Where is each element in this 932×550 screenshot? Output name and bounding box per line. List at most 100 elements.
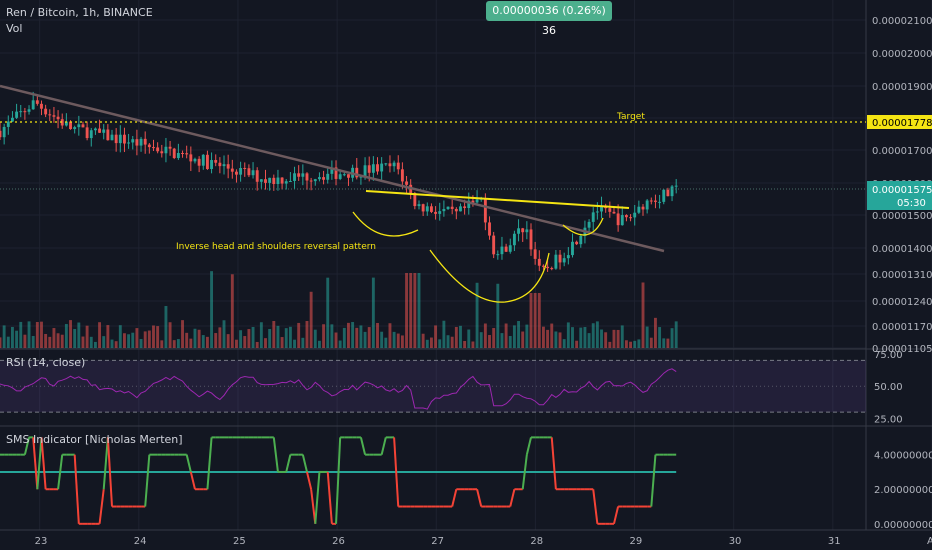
candle-body <box>342 174 346 176</box>
candle-body <box>102 129 106 133</box>
volume-bar <box>44 333 48 348</box>
candle-body <box>309 180 313 182</box>
time-tick-label: 28 <box>530 536 543 547</box>
volume-bar <box>60 334 64 348</box>
candle-body <box>322 177 326 180</box>
volume-bar <box>123 333 126 348</box>
volume-bar <box>658 327 662 348</box>
candle-body <box>388 163 392 167</box>
volume-bar <box>355 327 359 348</box>
rsi-indicator-title[interactable]: RSI (14, close) <box>6 356 86 369</box>
sms-segment <box>36 437 43 490</box>
volume-bar <box>334 332 338 348</box>
candle-body <box>313 179 317 182</box>
candle-body <box>612 211 616 214</box>
price-tick-label: 0.00001700 <box>872 146 932 157</box>
candle-body <box>600 205 603 212</box>
candle-body <box>483 198 487 223</box>
volume-bar <box>6 336 10 348</box>
volume-bar <box>230 274 234 348</box>
volume-bar <box>2 325 6 348</box>
volume-bar <box>226 334 230 348</box>
sms-tick-label: 0.00000000 <box>874 520 932 531</box>
candle-body <box>272 177 276 184</box>
candle-body <box>380 163 384 172</box>
candle-body <box>152 147 155 149</box>
sms-segment <box>451 489 458 507</box>
candle-body <box>284 181 288 184</box>
volume-bar <box>243 336 247 348</box>
sms-segment <box>393 437 400 507</box>
candle-body <box>405 181 408 185</box>
volume-bar <box>624 340 628 348</box>
chart-symbol-title[interactable]: Ren / Bitcoin, 1h, BINANCE <box>6 6 153 19</box>
volume-bar <box>670 328 674 348</box>
neckline <box>365 190 630 209</box>
volume-bar <box>637 339 641 348</box>
volume-bar <box>135 328 139 348</box>
candle-body <box>56 116 60 120</box>
candle-body <box>400 169 404 182</box>
volume-bar <box>396 333 400 348</box>
candle-body <box>135 139 139 146</box>
volume-bar <box>293 339 296 348</box>
volume-bars-group <box>0 271 678 348</box>
candle-body <box>525 229 529 233</box>
volume-bar <box>280 337 284 348</box>
volume-bar <box>164 306 168 348</box>
volume-bar <box>52 328 56 348</box>
candle-body <box>118 134 122 144</box>
candle-body <box>475 199 479 203</box>
candle-body <box>52 115 56 117</box>
candle-body <box>471 200 475 203</box>
volume-bar <box>575 340 579 348</box>
sms-segment <box>102 437 109 490</box>
volume-bar <box>11 326 14 348</box>
candle-body <box>31 100 35 110</box>
volume-bar <box>118 325 122 348</box>
last-price-tag <box>867 181 932 210</box>
candle-body <box>64 121 68 126</box>
candle-body <box>620 215 624 226</box>
sms-segment <box>310 489 317 524</box>
volume-bar <box>587 333 591 348</box>
volume-bar <box>168 322 172 348</box>
candle-body <box>537 258 541 266</box>
volume-bar <box>77 322 81 348</box>
price-tick-label: 0.00002000 <box>872 49 932 60</box>
candle-body <box>529 229 533 250</box>
sms-segment <box>32 437 39 490</box>
candle-body <box>189 154 193 162</box>
candle-body <box>608 208 612 212</box>
sms-segment <box>272 437 279 473</box>
candle-body <box>235 171 238 175</box>
candle-body <box>27 109 31 112</box>
candle-body <box>106 129 110 141</box>
sms-segment <box>359 437 367 455</box>
candle-body <box>89 130 93 139</box>
candle-body <box>131 139 135 143</box>
volume-bar <box>56 333 60 348</box>
volume-bar <box>554 331 558 348</box>
candle-body <box>666 189 670 197</box>
sms-segment <box>189 471 196 490</box>
candle-body <box>81 124 85 128</box>
volume-bar <box>500 333 504 348</box>
volume-bar <box>488 335 491 348</box>
volume-bar <box>268 328 272 348</box>
volume-bar <box>479 332 483 348</box>
volume-bar <box>645 326 649 348</box>
candle-body <box>168 146 172 149</box>
candle-body <box>330 167 334 174</box>
volume-bar <box>363 331 367 348</box>
volume-bar <box>176 339 180 348</box>
volume-bar <box>566 322 570 348</box>
sms-line-group <box>0 436 677 525</box>
volume-bar <box>160 340 164 348</box>
sms-indicator-title[interactable]: SMS Indicator [Nicholas Merten] <box>6 433 183 446</box>
volume-bar <box>595 321 599 348</box>
candle-body <box>558 254 562 263</box>
sms-segment <box>650 454 657 507</box>
